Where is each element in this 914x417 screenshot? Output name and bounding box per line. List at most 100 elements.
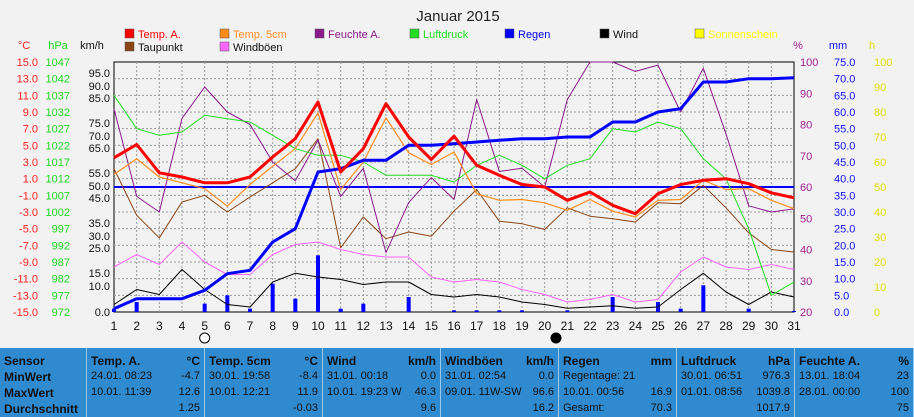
stats-cell-value: 12.6 [178,386,200,398]
stats-cell-value: 96.6 [532,386,554,398]
rain-tick-label: 0.0 [834,307,849,319]
rain-tick-label: 70.0 [834,74,855,86]
rain-bar [293,298,298,312]
wind-tick-label: 15.0 [89,268,110,280]
rain-tick-label: 20.0 [834,240,855,252]
series-line-feuchte [113,61,795,254]
rain-bar [565,310,570,312]
x-tick-label: 18 [493,319,507,333]
stats-col-0: Temp. A. °C 24.01. 08:23 -4.7 10.01. 11:39 12… [87,348,205,417]
humidity-tick-label: 90 [800,88,812,100]
legend-label: Wind [613,29,638,41]
x-tick-label: 11 [334,319,347,333]
chart-title: Januar 2015 [416,8,499,25]
legend-swatch [409,28,420,39]
pressure-tick-label: 987 [52,257,70,269]
x-tick-label: 9 [292,319,299,333]
x-tick-label: 19 [515,319,529,333]
temp-tick-label: 3.0 [23,157,38,169]
x-tick-label: 16 [447,319,461,333]
legend-swatch [599,28,610,39]
x-tick-label: 22 [583,319,597,333]
rain-bar [520,310,524,312]
stats-cell-label: Gesamt: [563,402,605,414]
axis-unit-label: h [869,40,875,52]
sun-tick-label: 70 [874,132,886,144]
sun-tick-label: 60 [874,157,886,169]
stats-col-header: Wind [327,354,357,368]
stats-col-header: Feuchte A. [799,354,860,368]
stats-cell-value: 46.3 [414,386,436,398]
stats-cell-value: -0.03 [292,402,318,414]
stats-cell-label: 09.01. 11W-SW [445,386,522,398]
x-tick-label: 13 [379,319,393,333]
temp-tick-label: -7.0 [19,240,38,252]
x-tick-label: 7 [247,319,254,333]
legend-label: Taupunkt [138,42,183,54]
stats-col-4: Regen mm Regentage: 21 10.01. 00:56 16.9 Gesa… [559,348,677,417]
rain-tick-label: 65.0 [834,90,855,102]
wind-tick-label: 90.0 [89,81,110,93]
stats-cell-label: 30.01. 19:58 [209,370,271,382]
legend-swatch [504,28,515,39]
series-line-luftdruck [113,95,795,296]
legend-swatch [124,41,135,52]
series-line-temp5cm [113,112,795,218]
stats-cell-value: 1039.8 [756,386,790,398]
row-label-min: MinWert [4,370,52,384]
row-label-sensor: Sensor [4,354,45,368]
stats-col-header: Temp. 5cm [209,354,271,368]
temp-tick-label: 15.0 [17,57,38,69]
rain-bar [474,310,479,312]
temp-tick-label: 11.0 [17,90,38,102]
humidity-tick-label: 40 [800,245,812,257]
legend-label: Windböen [233,42,283,54]
pressure-tick-label: 977 [52,290,70,302]
legend-label: Feuchte A. [328,29,381,41]
series-line-regen [113,76,795,311]
legend-label: Temp. 5cm [233,29,287,41]
rain-bar [270,283,275,312]
stats-cell-label: 31.01. 00:18 [327,370,389,382]
stats-cell-label: 24.01. 08:23 [91,370,153,382]
stats-cell-value: 70.3 [650,402,672,414]
humidity-tick-label: 80 [800,120,812,132]
x-tick-label: 28 [719,319,733,333]
temp-tick-label: 5.0 [23,140,38,152]
humidity-tick-label: 30 [800,276,812,288]
rain-bar [316,255,320,312]
x-tick-label: 29 [742,319,756,333]
wind-tick-label: 70.0 [89,131,110,143]
x-tick-label: 3 [156,319,163,333]
rain-bar [678,308,683,312]
stats-col-6: Feuchte A.% 13.01. 18:04 23 28.01. 00:00 100… [795,348,914,417]
sun-tick-label: 90 [874,82,886,94]
pressure-tick-label: 1002 [46,207,70,219]
stats-col-header: Temp. A. [91,354,141,368]
temp-tick-label: 1.0 [23,174,38,186]
legend-label: Regen [518,29,550,41]
stats-col-unit: °C [304,354,318,368]
rain-bar [497,310,502,312]
wind-tick-label: 30.0 [89,231,110,243]
rain-tick-label: 50.0 [834,140,855,152]
temp-tick-label: -3.0 [19,207,38,219]
wind-tick-label: 25.0 [89,243,110,255]
stats-col-header: Windböen [445,354,503,368]
series-line-tempa [113,100,795,216]
rain-tick-label: 45.0 [834,157,855,169]
stats-col-unit: mm [650,354,672,368]
x-tick-label: 25 [651,319,665,333]
temp-tick-label: 13.0 [17,74,38,86]
stats-cell-value: -4.7 [181,370,200,382]
pressure-tick-label: 997 [52,224,70,236]
sun-tick-label: 20 [874,257,886,269]
axis-unit-label: mm [829,40,847,52]
legend-swatch [124,28,135,39]
x-tick-label: 26 [674,319,688,333]
x-tick-label: 30 [765,319,779,333]
humidity-tick-label: 50 [800,213,812,225]
rain-bar [361,303,366,312]
wind-tick-label: 45.0 [89,193,110,205]
x-tick-label: 12 [357,319,371,333]
